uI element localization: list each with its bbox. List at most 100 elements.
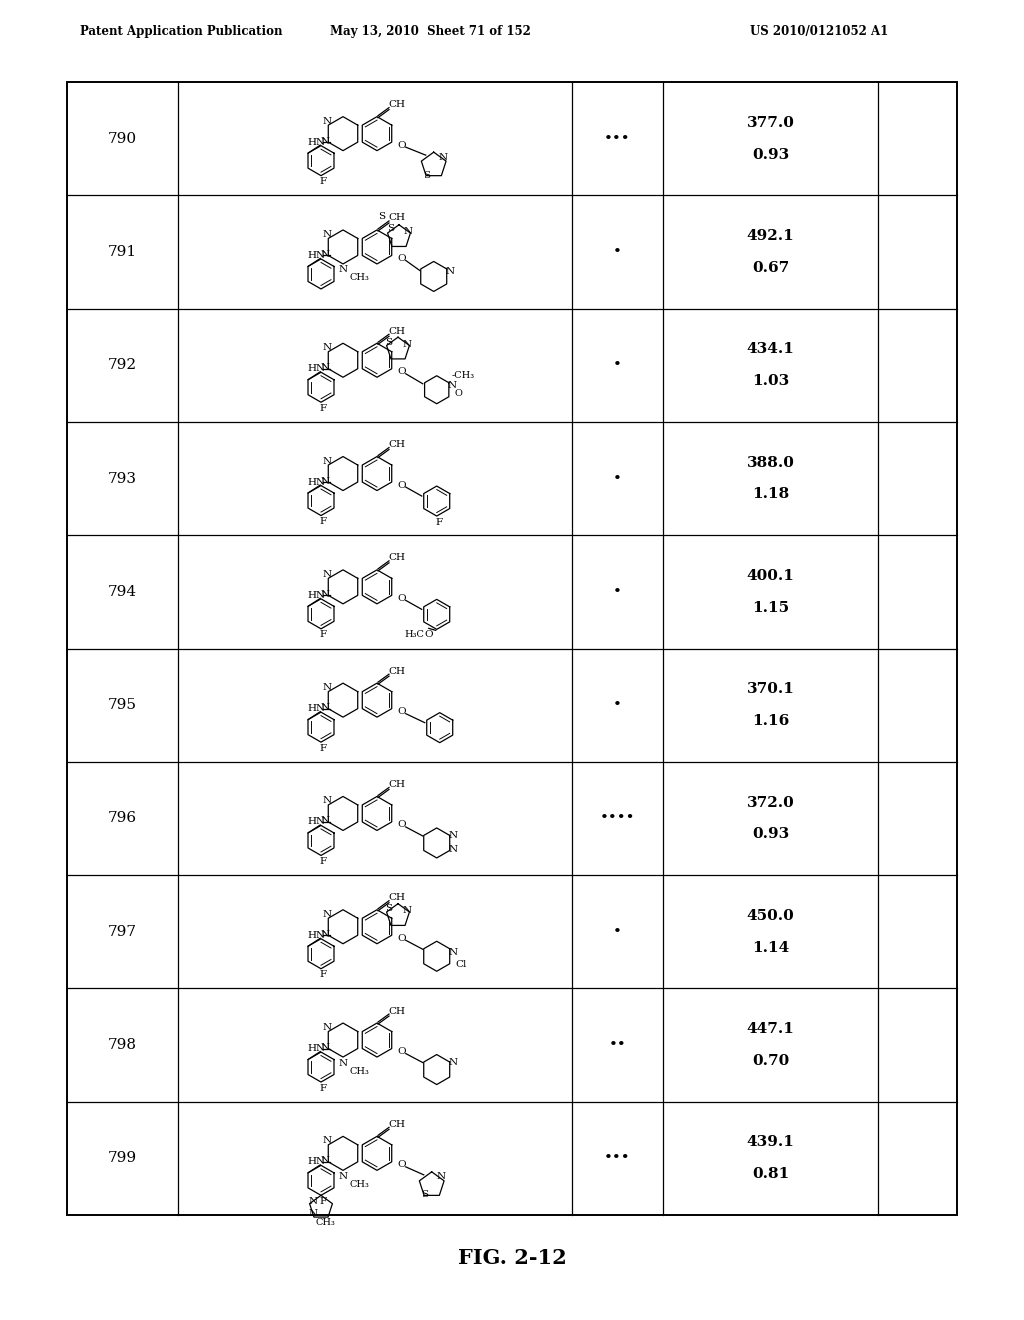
Text: N: N — [339, 1059, 347, 1068]
Text: S: S — [421, 1191, 428, 1200]
Text: O: O — [397, 253, 407, 263]
Text: CH₃: CH₃ — [349, 1067, 369, 1076]
Text: N: N — [321, 249, 330, 259]
Text: F: F — [435, 517, 442, 527]
Text: N: N — [403, 227, 413, 236]
Text: HN: HN — [307, 364, 326, 374]
Text: 793: 793 — [108, 471, 137, 486]
Text: Patent Application Publication: Patent Application Publication — [80, 25, 283, 38]
Text: 798: 798 — [108, 1038, 137, 1052]
Text: N: N — [323, 1137, 332, 1146]
Text: 1.18: 1.18 — [752, 487, 790, 502]
Text: 0.81: 0.81 — [752, 1167, 790, 1181]
Text: •: • — [613, 246, 622, 259]
Text: CH₃: CH₃ — [349, 273, 369, 282]
Text: 400.1: 400.1 — [746, 569, 795, 583]
Text: N: N — [321, 817, 330, 825]
Text: O: O — [397, 933, 407, 942]
Text: N: N — [339, 1172, 347, 1181]
Text: N: N — [438, 153, 447, 161]
Text: 794: 794 — [108, 585, 137, 599]
Text: 792: 792 — [108, 358, 137, 372]
Text: 1.16: 1.16 — [752, 714, 790, 729]
Text: N: N — [436, 1172, 445, 1181]
Text: N: N — [308, 1209, 317, 1218]
Text: N: N — [323, 796, 332, 805]
Text: N: N — [445, 267, 455, 276]
Text: •••: ••• — [604, 132, 631, 145]
Text: F: F — [319, 631, 327, 639]
Text: N: N — [323, 909, 332, 919]
Text: O: O — [397, 708, 407, 717]
Text: ••••: •••• — [600, 812, 635, 825]
Text: 1.15: 1.15 — [752, 601, 790, 615]
Text: F: F — [319, 970, 327, 979]
Text: N: N — [323, 116, 332, 125]
Text: N: N — [323, 570, 332, 579]
Text: 450.0: 450.0 — [746, 909, 795, 923]
Text: N: N — [449, 1059, 458, 1067]
Text: 791: 791 — [108, 246, 137, 259]
Text: N: N — [321, 590, 330, 599]
Text: HN: HN — [307, 1044, 326, 1053]
Text: F: F — [319, 517, 327, 527]
Text: N: N — [308, 1197, 317, 1206]
Text: CH: CH — [388, 327, 406, 335]
Text: 796: 796 — [108, 812, 137, 825]
Text: F: F — [319, 177, 327, 186]
Text: N: N — [323, 684, 332, 692]
Text: N: N — [321, 929, 330, 939]
Text: N: N — [323, 457, 332, 466]
Text: HN: HN — [307, 817, 326, 826]
Text: •: • — [613, 358, 622, 372]
Text: 790: 790 — [108, 132, 137, 145]
Text: HN: HN — [307, 931, 326, 940]
Text: F: F — [319, 404, 327, 413]
Text: O: O — [397, 594, 407, 603]
Text: N: N — [321, 1043, 330, 1052]
Text: Cl: Cl — [455, 960, 466, 969]
Text: F: F — [319, 1197, 327, 1206]
Text: O: O — [424, 630, 433, 639]
Text: N: N — [402, 907, 412, 915]
Text: HN: HN — [307, 478, 326, 487]
Text: N: N — [321, 1156, 330, 1166]
Text: N: N — [449, 832, 458, 841]
Text: CH: CH — [388, 100, 406, 110]
Text: N: N — [323, 343, 332, 352]
Text: •: • — [613, 471, 622, 486]
Text: 439.1: 439.1 — [746, 1135, 795, 1150]
Text: 388.0: 388.0 — [746, 455, 795, 470]
Text: CH: CH — [388, 1119, 406, 1129]
Text: HN: HN — [307, 1158, 326, 1167]
Text: 1.03: 1.03 — [752, 374, 790, 388]
Text: N: N — [321, 137, 330, 145]
Text: 434.1: 434.1 — [746, 342, 795, 356]
Text: 797: 797 — [108, 925, 137, 939]
Text: 0.93: 0.93 — [752, 828, 790, 841]
Text: HN: HN — [307, 591, 326, 599]
Text: HN: HN — [307, 704, 326, 713]
Text: 377.0: 377.0 — [746, 116, 795, 129]
Text: 0.70: 0.70 — [752, 1053, 790, 1068]
Text: CH: CH — [388, 780, 406, 789]
Text: H₃C: H₃C — [404, 630, 425, 639]
Text: CH: CH — [388, 1007, 406, 1015]
Text: F: F — [319, 743, 327, 752]
Text: N: N — [402, 339, 412, 348]
Text: -CH₃: -CH₃ — [452, 371, 474, 380]
Text: 372.0: 372.0 — [746, 796, 795, 809]
Text: 1.14: 1.14 — [752, 941, 790, 954]
Text: N: N — [321, 477, 330, 486]
Text: F: F — [319, 857, 327, 866]
Text: 799: 799 — [108, 1151, 137, 1166]
Text: O: O — [397, 141, 407, 149]
Text: O: O — [397, 1047, 407, 1056]
Text: S: S — [423, 170, 430, 180]
Text: HN: HN — [307, 251, 326, 260]
Text: CH₃: CH₃ — [315, 1218, 335, 1226]
Text: FIG. 2-12: FIG. 2-12 — [458, 1247, 566, 1269]
Text: CH: CH — [388, 553, 406, 562]
Text: 447.1: 447.1 — [746, 1022, 795, 1036]
Text: 0.93: 0.93 — [752, 148, 790, 161]
